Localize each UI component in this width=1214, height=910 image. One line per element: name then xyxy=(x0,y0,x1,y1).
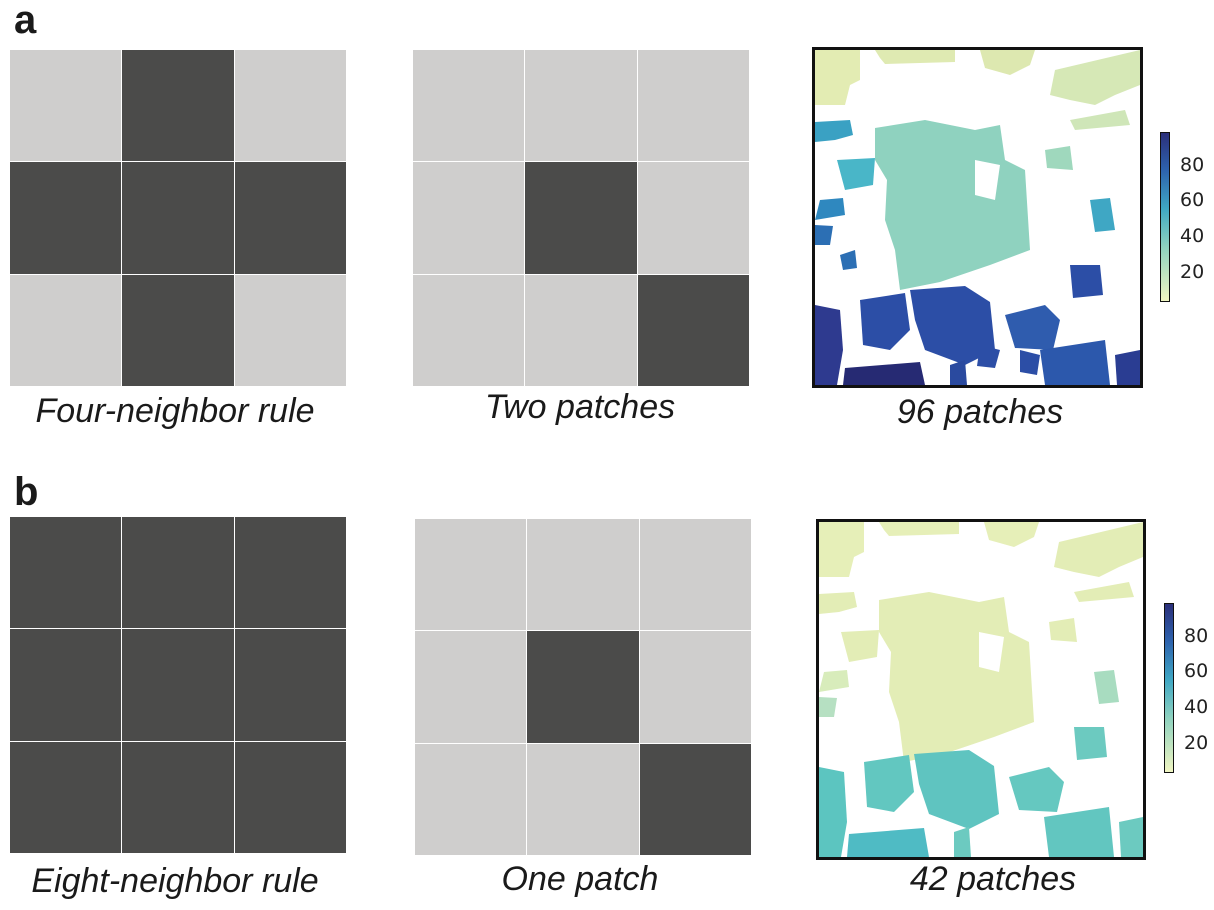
light-cell xyxy=(639,519,751,631)
colorbar-tick: 20 xyxy=(1184,732,1209,754)
eight-neighbor-caption: Eight-neighbor rule xyxy=(31,862,319,900)
colorbar-b: 80 60 40 20 xyxy=(1164,603,1214,775)
light-cell xyxy=(10,274,122,386)
dark-cell xyxy=(122,162,234,274)
patch-map-42 xyxy=(816,519,1146,860)
light-cell xyxy=(527,519,639,631)
light-cell xyxy=(637,162,749,274)
dark-cell xyxy=(122,741,234,853)
colorbar-a: 80 60 40 20 xyxy=(1160,132,1214,304)
colorbar-tick: 40 xyxy=(1184,696,1209,718)
dark-cell xyxy=(122,274,234,386)
dark-cell xyxy=(637,274,749,386)
two-patches-caption: Two patches xyxy=(484,388,676,426)
patch-map-96 xyxy=(812,47,1143,388)
light-cell xyxy=(413,50,525,162)
dark-cell xyxy=(10,629,122,741)
colorbar-tick: 60 xyxy=(1180,189,1205,211)
light-cell xyxy=(413,162,525,274)
dark-cell xyxy=(234,162,346,274)
light-cell xyxy=(413,274,525,386)
light-cell xyxy=(525,274,637,386)
light-cell xyxy=(637,50,749,162)
96-patches-caption: 96 patches xyxy=(896,393,1064,431)
panel-label-a: a xyxy=(14,0,37,42)
dark-cell xyxy=(527,631,639,743)
light-cell xyxy=(415,743,527,855)
one-patch-grid xyxy=(415,519,751,855)
dark-cell xyxy=(525,162,637,274)
dark-cell xyxy=(10,741,122,853)
dark-cell xyxy=(122,50,234,162)
42-patches-caption: 42 patches xyxy=(909,860,1077,898)
light-cell xyxy=(415,519,527,631)
light-cell xyxy=(415,631,527,743)
one-patch-caption: One patch xyxy=(501,860,659,898)
dark-cell xyxy=(122,517,234,629)
colorbar-tick: 80 xyxy=(1180,154,1205,176)
colorbar-gradient xyxy=(1160,132,1170,302)
colorbar-tick: 20 xyxy=(1180,261,1205,283)
light-cell xyxy=(234,274,346,386)
light-cell xyxy=(234,50,346,162)
dark-cell xyxy=(639,743,751,855)
light-cell xyxy=(527,743,639,855)
colorbar-tick: 80 xyxy=(1184,625,1209,647)
eight-neighbor-grid xyxy=(10,517,346,853)
light-cell xyxy=(525,50,637,162)
light-cell xyxy=(639,631,751,743)
dark-cell xyxy=(10,517,122,629)
dark-cell xyxy=(234,741,346,853)
dark-cell xyxy=(10,162,122,274)
four-neighbor-grid xyxy=(10,50,346,386)
two-patches-grid xyxy=(413,50,749,386)
panel-label-b: b xyxy=(14,470,39,514)
four-neighbor-caption: Four-neighbor rule xyxy=(35,392,315,430)
light-cell xyxy=(10,50,122,162)
dark-cell xyxy=(234,629,346,741)
dark-cell xyxy=(234,517,346,629)
dark-cell xyxy=(122,629,234,741)
colorbar-gradient xyxy=(1164,603,1174,773)
colorbar-tick: 40 xyxy=(1180,225,1205,247)
colorbar-tick: 60 xyxy=(1184,660,1209,682)
